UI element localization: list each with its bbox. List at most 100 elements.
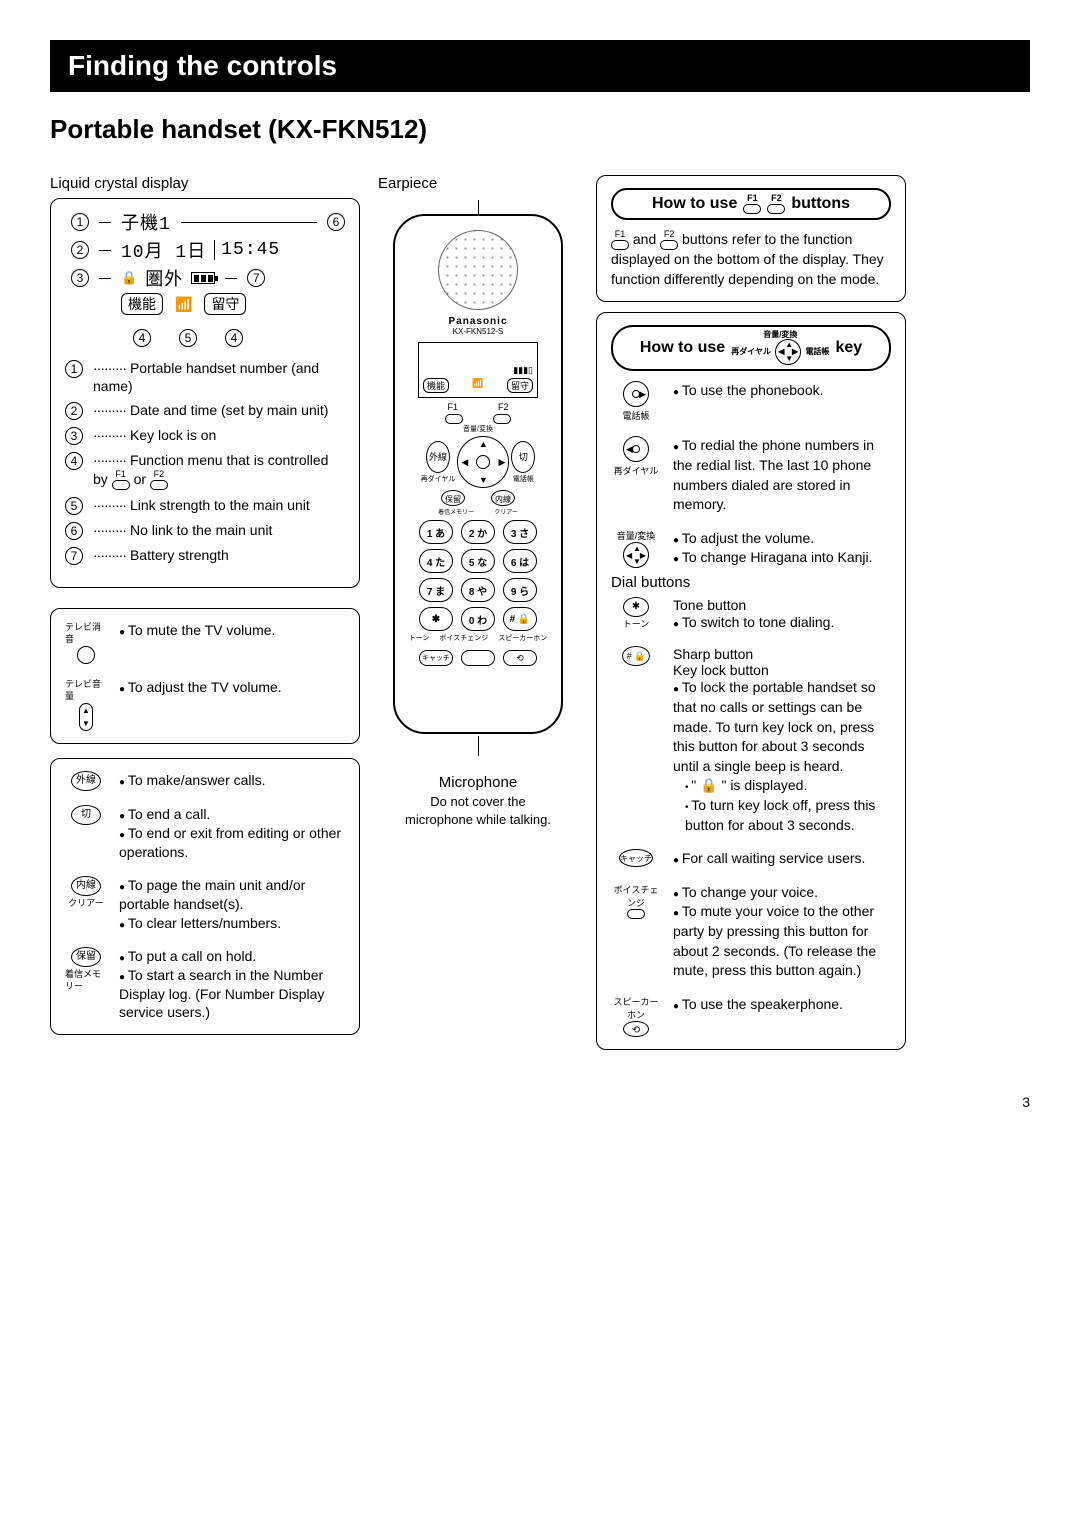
microphone-section: Microphone Do not cover the microphone w…: [398, 772, 558, 829]
key-11: # 🔒: [503, 607, 537, 631]
nav-row-1: ◀再ダイヤルTo redial the phone numbers in the…: [611, 436, 891, 514]
star-icon: ✱: [623, 597, 649, 617]
call-btn-row-3: 保留着信メモリーTo put a call on hold.To start a…: [65, 947, 345, 1023]
key-4: 5 な: [461, 549, 495, 573]
clear-label: クリアー: [494, 507, 518, 516]
mic-label: Microphone: [398, 772, 558, 793]
lcd-item-4: 4·········Function menu that is controll…: [65, 451, 345, 489]
screen-soft2: 留守: [507, 378, 533, 393]
key-6: 7 ま: [419, 578, 453, 602]
nav-ring: ▲▼ ◀▶: [457, 436, 509, 488]
navkey-title-b: key: [835, 339, 862, 357]
catch-icon: キャッチ: [619, 849, 653, 867]
right-column: How to use F1 F2 buttons F1 and F2 butto…: [596, 175, 906, 1064]
f2-label: F2: [498, 402, 509, 412]
key-7: 8 や: [461, 578, 495, 602]
sharp-line-2: To turn key lock off, press this button …: [685, 796, 891, 835]
key-8: 9 ら: [503, 578, 537, 602]
lcd-time: 15:45: [214, 240, 280, 260]
tv-vol-label: テレビ音量: [65, 678, 107, 702]
lcd-row1: 子機1: [121, 209, 171, 235]
key-9: ✱: [419, 607, 453, 631]
mic-note: Do not cover the microphone while talkin…: [398, 793, 558, 829]
lcd-item-7: 7·········Battery strength: [65, 546, 345, 565]
howto-title-b: buttons: [791, 195, 850, 213]
end-call-btn: 切: [511, 441, 535, 473]
lock-icon: 🔒: [121, 270, 137, 286]
voice-btn: [461, 650, 495, 666]
tone-label: トーン: [409, 633, 430, 643]
voice-change-label: ボイスチェンジ: [439, 633, 488, 643]
nav-left-label: 再ダイヤル: [421, 474, 456, 484]
navkey-title-a: How to use: [640, 339, 725, 357]
tv-vol-desc: To adjust the TV volume.: [119, 678, 282, 697]
keylock-title: Key lock button: [673, 662, 891, 678]
key-2: 3 さ: [503, 520, 537, 544]
voice-line-0: To change your voice.: [673, 883, 891, 903]
section-banner: Finding the controls: [50, 40, 1030, 92]
lcd-out-of-range: 圏外: [145, 265, 183, 291]
outside-line-btn: 外線: [426, 441, 450, 473]
call-btn-row-1: 切To end a call.To end or exit from editi…: [65, 805, 345, 862]
handset-screen: ▮▮▮▯ 機能 📶 留守: [418, 342, 538, 398]
softkey-1: 機能: [121, 293, 163, 315]
lcd-item-1: 1·········Portable handset number (and n…: [65, 359, 345, 395]
columns: Liquid crystal display 1 子機1 6 2 10月 1日 …: [50, 175, 1030, 1064]
sharp-icon: # 🔒: [622, 646, 650, 666]
lcd-item-2: 2·········Date and time (set by main uni…: [65, 401, 345, 420]
key-0: 1 あ: [419, 520, 453, 544]
lcd-item-5: 5·········Link strength to the main unit: [65, 496, 345, 515]
speaker-btn: ⟲: [503, 650, 537, 666]
voice-line-1: To mute your voice to the other party by…: [673, 902, 891, 980]
lcd-label: Liquid crystal display: [50, 175, 360, 192]
brand-label: Panasonic: [448, 316, 507, 327]
tv-mute-desc: To mute the TV volume.: [119, 621, 275, 640]
voice-label: ボイスチェンジ: [614, 885, 659, 908]
spk-label: スピーカーホン: [613, 997, 658, 1020]
key-5: 6 は: [503, 549, 537, 573]
nav-row-2: 音量/変換▲▼◀▶To adjust the volume.To change …: [611, 529, 891, 570]
lcd-item-3: 3·········Key lock is on: [65, 426, 345, 445]
f1-label: F1: [447, 402, 458, 412]
hold-btn: 保留: [441, 490, 465, 506]
memory-label: 着信メモリー: [438, 507, 474, 516]
key-10: 0 わ: [461, 607, 495, 631]
signal-icon: 📶: [175, 296, 192, 313]
intercom-btn: 内線: [491, 490, 515, 506]
middle-column: Earpiece Panasonic KX-FKN512-S ▮▮▮▯ 機能 📶…: [378, 175, 578, 829]
keypad: 1 あ2 か3 さ4 た5 な6 は7 ま8 や9 ら✱0 わ# 🔒: [419, 520, 537, 631]
page-number: 3: [50, 1094, 1030, 1110]
call-buttons-box: 外線To make/answer calls. 切To end a call.To…: [50, 758, 360, 1035]
tv-box: テレビ消音 To mute the TV volume. テレビ音量 ▲▼ To…: [50, 608, 360, 745]
dial-buttons-title: Dial buttons: [611, 574, 891, 591]
subtitle: Portable handset (KX-FKN512): [50, 114, 1030, 145]
call-btn-row-2: 内線クリアーTo page the main unit and/or porta…: [65, 876, 345, 933]
tone-desc: To switch to tone dialing.: [673, 613, 834, 633]
model-label: KX-FKN512-S: [453, 327, 504, 336]
call-btn-row-0: 外線To make/answer calls.: [65, 771, 345, 791]
catch-desc: For call waiting service users.: [673, 849, 865, 869]
softkey-2: 留守: [204, 293, 246, 315]
catch-btn: キャッチ: [419, 650, 453, 666]
lcd-date: 10月 1日: [121, 237, 206, 263]
tone-title: Tone button: [673, 597, 834, 613]
left-column: Liquid crystal display 1 子機1 6 2 10月 1日 …: [50, 175, 360, 1049]
tv-mute-label: テレビ消音: [65, 621, 107, 645]
speaker-label: スピーカーホン: [498, 633, 547, 643]
spk-desc: To use the speakerphone.: [673, 995, 843, 1015]
sharp-line-0: To lock the portable handset so that no …: [673, 678, 891, 776]
lcd-box: 1 子機1 6 2 10月 1日 15:45 3 🔒 圏外: [50, 198, 360, 588]
lcd-item-6: 6·········No link to the main unit: [65, 521, 345, 540]
nav-row-0: ▶電話帳To use the phonebook.: [611, 381, 891, 422]
nav-right-label: 電話帳: [513, 474, 534, 484]
tone-sublabel: トーン: [623, 619, 650, 629]
nav-top-label: 音量/変換: [463, 424, 493, 434]
handset-illustration: Panasonic KX-FKN512-S ▮▮▮▯ 機能 📶 留守 F1F2 …: [393, 214, 563, 734]
howto-title-a: How to use: [652, 195, 737, 213]
speaker-grille: [438, 230, 518, 310]
key-3: 4 た: [419, 549, 453, 573]
sharp-line-1: " 🔒 " is displayed.: [685, 776, 891, 796]
f-buttons-desc: F1 and F2 buttons refer to the function …: [611, 230, 891, 289]
howto-nav-key: How to use 音量/変換 再ダイヤル ▲ ▼ ◀ ▶ 電話帳 key ▶…: [596, 312, 906, 1049]
sharp-title: Sharp button: [673, 646, 891, 662]
